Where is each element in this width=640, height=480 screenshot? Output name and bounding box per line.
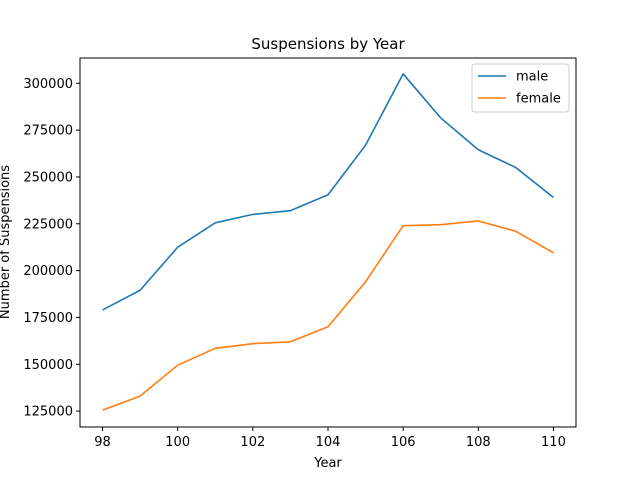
chart-title: Suspensions by Year [251, 35, 405, 53]
y-tick-label: 300000 [23, 77, 73, 92]
y-tick-label: 275000 [23, 124, 73, 139]
x-tick-label: 110 [541, 435, 566, 450]
y-tick-label: 175000 [23, 311, 73, 326]
y-tick-label: 225000 [23, 217, 73, 232]
x-axis-label: Year [313, 456, 342, 471]
x-tick-label: 106 [391, 435, 416, 450]
plot-area: 98 100 102 104 106 108 110 125000 150000 175000 20… [23, 57, 577, 450]
x-tick-label: 102 [240, 435, 265, 450]
y-tick-label: 200000 [23, 264, 73, 279]
y-tick-label: 125000 [23, 405, 73, 420]
legend: male female [471, 63, 570, 113]
y-axis-label: Number of Suspensions [0, 165, 13, 319]
x-tick-label: 98 [94, 435, 111, 450]
y-tick-label: 150000 [23, 358, 73, 373]
y-tick-label: 250000 [23, 170, 73, 185]
x-tick-label: 100 [165, 435, 190, 450]
legend-label-female: female [516, 92, 561, 107]
x-tick-label: 104 [316, 435, 341, 450]
x-tick-label: 108 [466, 435, 491, 450]
legend-label-male: male [516, 70, 548, 85]
